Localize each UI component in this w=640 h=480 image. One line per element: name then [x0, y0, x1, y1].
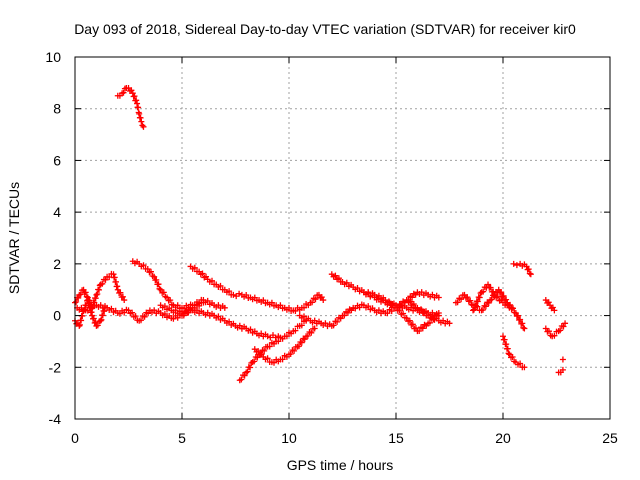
plot-frame	[74, 56, 611, 420]
data-point	[521, 325, 528, 332]
y-tick-label: -4	[49, 411, 62, 427]
y-tick-label: 2	[53, 256, 61, 272]
data-point	[138, 118, 145, 125]
data-point	[403, 315, 410, 322]
series-trace-e	[129, 258, 228, 312]
data-point	[230, 291, 237, 298]
data-point	[551, 307, 558, 314]
x-axis-label: GPS time / hours	[287, 457, 394, 473]
data-point	[151, 273, 158, 280]
axis-ticks: 0 5 10 15 20 25 -4 -2 0 2 4 6 8 10	[45, 49, 618, 446]
chart-title: Day 093 of 2018, Sidereal Day-to-day VTE…	[74, 21, 576, 37]
data-point	[121, 297, 128, 304]
data-point	[221, 304, 228, 311]
data-point	[320, 297, 327, 304]
y-tick-label: 8	[53, 101, 61, 117]
x-tick-label: 20	[495, 430, 511, 446]
data-point	[542, 325, 549, 332]
data-point	[140, 123, 147, 130]
data-point	[93, 291, 100, 298]
y-tick-label: -2	[49, 359, 62, 375]
series-trace-q	[510, 260, 534, 278]
data-point	[84, 297, 91, 304]
series-trace-p	[500, 333, 528, 371]
y-tick-label: 10	[45, 49, 61, 65]
data-point	[311, 325, 318, 332]
data-point	[527, 271, 534, 278]
data-point	[470, 307, 477, 314]
series-trace-r	[542, 297, 558, 314]
data-point	[243, 369, 250, 376]
data-point	[510, 260, 517, 267]
x-tick-label: 0	[71, 430, 79, 446]
data-point	[264, 333, 271, 340]
x-tick-label: 15	[388, 430, 404, 446]
y-tick-label: 6	[53, 152, 61, 168]
data-point	[435, 309, 442, 316]
x-tick-label: 25	[602, 430, 618, 446]
series-trace-h	[236, 317, 310, 384]
data-point	[508, 304, 515, 311]
series-trace-a	[114, 85, 147, 130]
data-point	[506, 351, 513, 358]
series-trace-g	[157, 302, 282, 341]
data-point	[164, 294, 171, 301]
data-points	[72, 85, 569, 384]
series-trace-t	[555, 366, 566, 376]
data-point	[435, 294, 442, 301]
data-point	[562, 320, 569, 327]
data-point	[157, 286, 164, 293]
series-trace-s	[542, 320, 569, 340]
series-trace-i	[251, 325, 318, 366]
series-trace-f	[187, 263, 327, 314]
series-trace-l	[360, 289, 442, 335]
data-point	[521, 364, 528, 371]
data-point	[136, 110, 143, 117]
data-point	[97, 317, 104, 324]
y-axis-label: SDTVAR / TECUs	[6, 182, 22, 294]
series-trace-m	[403, 289, 442, 304]
series-trace-u	[559, 356, 566, 363]
data-point	[559, 356, 566, 363]
x-tick-label: 5	[178, 430, 186, 446]
x-tick-label: 10	[281, 430, 297, 446]
data-point	[500, 333, 506, 340]
data-point	[559, 366, 566, 373]
series-trace-o	[470, 281, 515, 314]
grid	[75, 57, 610, 419]
data-point	[446, 320, 453, 327]
data-point	[144, 266, 151, 273]
y-tick-label: 0	[53, 308, 61, 324]
y-tick-label: 4	[53, 204, 61, 220]
series-trace-n	[452, 286, 528, 332]
